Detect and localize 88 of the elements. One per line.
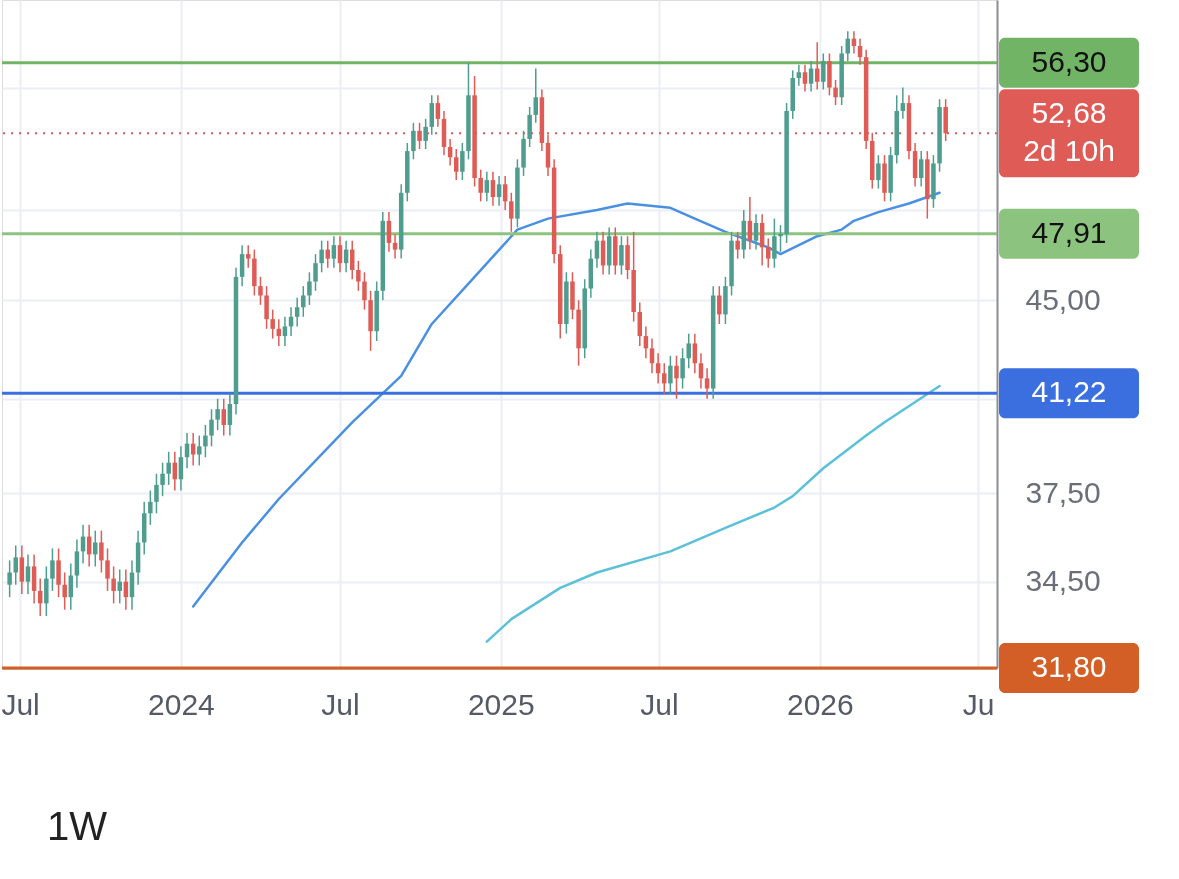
candlestick <box>772 217 777 269</box>
candlestick <box>766 237 771 269</box>
ref-line-label: 56,30 <box>1031 44 1107 78</box>
ref-line-label: 47,91 <box>1031 215 1107 249</box>
candlestick <box>533 67 539 124</box>
candlestick <box>435 94 441 128</box>
candlestick <box>686 332 691 369</box>
candlestick <box>111 565 116 605</box>
candlestick <box>649 337 655 375</box>
candlestick <box>154 472 159 515</box>
candlestick <box>62 571 67 611</box>
candlestick <box>209 408 214 448</box>
candlestick <box>105 547 110 592</box>
candlestick <box>13 544 18 586</box>
candlestick <box>833 79 838 106</box>
candlestick <box>160 461 165 497</box>
candlestick <box>148 489 153 526</box>
ref-line-label: 31,80 <box>1031 650 1107 683</box>
candlestick <box>7 559 12 598</box>
candlestick <box>527 106 532 148</box>
candlestick <box>704 367 710 400</box>
candlestick <box>796 63 802 87</box>
candlestick <box>778 224 783 253</box>
x-tick-label: Jul <box>1 687 40 721</box>
candlestick <box>717 285 722 325</box>
y-tick-label: 37,50 <box>1025 475 1101 509</box>
candlestick <box>460 142 465 181</box>
candlestick <box>166 451 171 486</box>
candlestick <box>668 355 673 395</box>
candlestick <box>215 398 220 432</box>
text: 1W <box>47 804 108 848</box>
candlestick <box>876 154 881 190</box>
candlestick <box>814 41 820 91</box>
x-tick-label: Ju <box>962 687 995 721</box>
candlestick <box>197 434 202 467</box>
x-tick-label: 2024 <box>148 687 215 721</box>
candlestick <box>411 122 416 161</box>
candlestick <box>313 253 318 292</box>
candlestick <box>93 529 98 568</box>
y-tick-label: 34,50 <box>1025 564 1101 598</box>
candlestick <box>496 175 502 207</box>
candlestick <box>356 260 361 292</box>
candlestick <box>25 553 31 595</box>
candlestick <box>392 233 398 260</box>
ref-line-label: 52,68 2d 10h <box>1023 96 1115 168</box>
y-tick-label: 45,00 <box>1025 282 1101 316</box>
candlestick <box>423 118 428 150</box>
candlestick <box>331 235 337 269</box>
candlestick <box>918 150 924 188</box>
candlestick <box>264 285 269 330</box>
x-tick-label: 2025 <box>467 687 535 721</box>
candlestick <box>258 276 263 306</box>
candlestick <box>117 568 122 605</box>
candlestick <box>301 285 306 318</box>
candlestick <box>478 168 483 203</box>
x-tick-label: Jul <box>321 687 360 721</box>
candlestick <box>808 60 814 93</box>
candlestick <box>747 196 753 251</box>
candlestick <box>453 148 459 181</box>
candlestick <box>282 316 288 347</box>
candlestick <box>221 398 226 437</box>
ref-line-label: 41,22 <box>1031 375 1107 409</box>
candlestick <box>680 347 685 390</box>
candlestick <box>509 192 514 233</box>
candlestick <box>362 271 367 311</box>
candlestick <box>619 235 624 276</box>
candlestick <box>753 213 759 251</box>
candlestick <box>900 86 906 120</box>
candlestick <box>245 244 251 269</box>
candlestick <box>294 297 300 328</box>
candlestick <box>802 63 808 93</box>
candlestick <box>307 271 312 306</box>
candlestick <box>99 529 104 574</box>
candlestick <box>270 308 275 340</box>
candlestick <box>484 170 490 203</box>
candlestick <box>417 122 422 150</box>
candlestick <box>319 239 324 274</box>
candlestick <box>50 547 55 592</box>
line-series <box>485 384 941 643</box>
candlestick <box>692 332 698 375</box>
candlestick <box>429 94 435 136</box>
x-tick-label: 2026 <box>786 687 854 721</box>
candlestick <box>203 424 208 458</box>
candlestick <box>735 231 740 260</box>
candlestick <box>821 52 826 91</box>
candlestick <box>674 355 679 400</box>
x-tick-label: Jul <box>640 687 679 721</box>
line-series <box>191 191 941 608</box>
